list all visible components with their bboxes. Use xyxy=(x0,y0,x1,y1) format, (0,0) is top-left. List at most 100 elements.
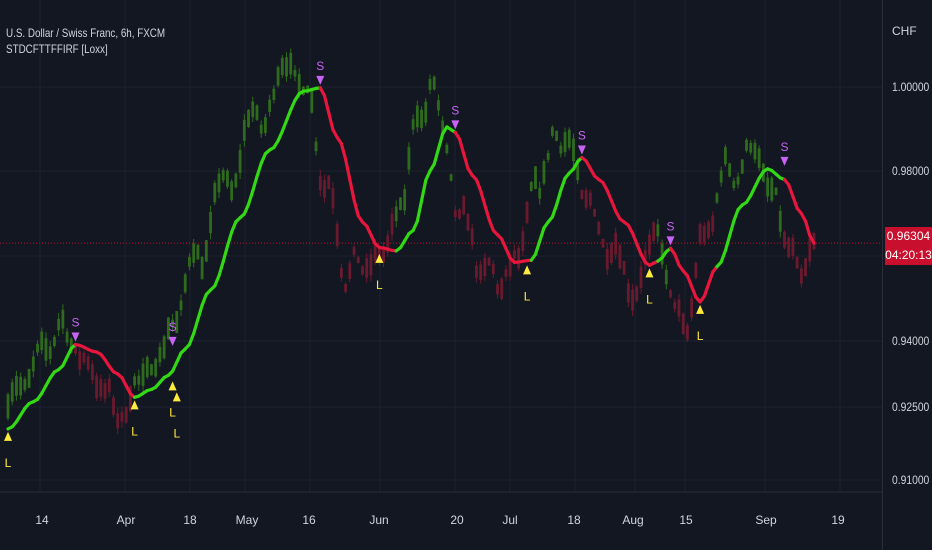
short-signal-label: S xyxy=(316,59,324,73)
candle xyxy=(525,202,529,224)
candle xyxy=(567,129,571,148)
long-signal-label: L xyxy=(131,424,138,438)
candle xyxy=(91,364,94,381)
long-signal-marker xyxy=(168,381,177,391)
x-tick-label: 19 xyxy=(831,513,845,527)
candle xyxy=(124,407,128,423)
candle xyxy=(264,117,267,133)
indicator-line-segment xyxy=(803,219,812,238)
candle xyxy=(192,243,196,263)
indicator-line-segment xyxy=(424,169,432,182)
short-signal-marker xyxy=(451,120,460,130)
indicator-line-segment xyxy=(685,274,694,288)
candle xyxy=(323,179,326,198)
y-tick-label: 0.98000 xyxy=(892,165,929,178)
candle xyxy=(757,148,761,168)
candle xyxy=(538,187,542,199)
candle xyxy=(428,79,432,90)
candle xyxy=(411,119,415,130)
candle xyxy=(736,176,740,185)
candle xyxy=(563,132,567,153)
symbol-title[interactable]: U.S. Dollar / Swiss Franc, 6h, FXCM xyxy=(6,26,166,40)
candle xyxy=(791,237,795,256)
indicator-line-segment xyxy=(187,331,196,347)
short-signal-label: S xyxy=(667,219,675,233)
candle xyxy=(795,256,799,269)
indicator-line-segment xyxy=(706,270,715,286)
candle xyxy=(40,331,44,351)
indicator-line-segment xyxy=(533,239,542,256)
candle xyxy=(770,177,774,201)
x-tick-label: Apr xyxy=(117,513,136,527)
indicator-name[interactable]: STDCFTTFFIRF [Loxx] xyxy=(6,42,108,56)
candle xyxy=(331,188,335,209)
candle xyxy=(521,231,525,252)
short-signal-label: S xyxy=(451,103,459,117)
x-tick-label: May xyxy=(236,513,259,527)
candle xyxy=(327,175,331,189)
candle xyxy=(673,302,677,309)
candle xyxy=(707,221,710,238)
candle xyxy=(660,243,664,265)
candle xyxy=(204,240,208,262)
candle xyxy=(183,274,187,293)
candle xyxy=(580,189,584,200)
candle xyxy=(475,265,478,278)
candle xyxy=(213,182,217,203)
candle xyxy=(335,223,339,246)
candle xyxy=(386,235,390,253)
long-signal-marker xyxy=(4,431,12,441)
indicator-line-segment xyxy=(280,118,289,133)
indicator-line-segment xyxy=(550,203,559,219)
indicator-line-segment xyxy=(327,111,335,132)
short-signal-marker xyxy=(168,336,177,346)
candle xyxy=(116,413,120,429)
candle xyxy=(289,52,293,75)
candle xyxy=(280,57,284,76)
candle xyxy=(728,163,732,177)
candle xyxy=(487,257,491,266)
candle xyxy=(365,258,369,278)
candle xyxy=(31,356,35,372)
candle xyxy=(259,124,263,134)
x-tick-label: Jul xyxy=(502,513,517,527)
short-signal-label: S xyxy=(72,316,80,330)
candle xyxy=(643,250,647,266)
candle xyxy=(719,170,723,183)
x-tick-label: Jun xyxy=(369,513,388,527)
long-signal-label: L xyxy=(646,292,653,306)
candle xyxy=(86,356,90,370)
candle xyxy=(584,190,588,208)
candle xyxy=(82,352,86,363)
indicator-line-segment xyxy=(369,233,377,246)
candle xyxy=(339,267,343,278)
x-tick-label: 14 xyxy=(35,513,49,527)
indicator-line-segment xyxy=(217,259,225,278)
candle xyxy=(677,299,681,317)
candle xyxy=(453,210,457,218)
candle xyxy=(420,109,423,128)
candle xyxy=(293,69,297,77)
candle xyxy=(373,243,377,261)
indicator-line-segment xyxy=(175,351,183,364)
candle xyxy=(276,67,280,86)
y-tick-label: 1.00000 xyxy=(892,81,929,94)
candle xyxy=(415,105,419,128)
candle xyxy=(166,317,170,340)
candle xyxy=(483,257,487,277)
candle xyxy=(449,174,453,181)
candle xyxy=(445,144,449,154)
indicator-line-segment xyxy=(230,220,238,234)
candle xyxy=(268,99,272,113)
candle xyxy=(610,243,613,264)
candle xyxy=(749,142,753,153)
candle xyxy=(74,346,77,354)
candle xyxy=(137,375,141,385)
candle xyxy=(626,283,630,303)
candle xyxy=(61,309,65,329)
candle xyxy=(745,139,748,151)
candle xyxy=(466,213,470,231)
candle xyxy=(145,357,149,378)
